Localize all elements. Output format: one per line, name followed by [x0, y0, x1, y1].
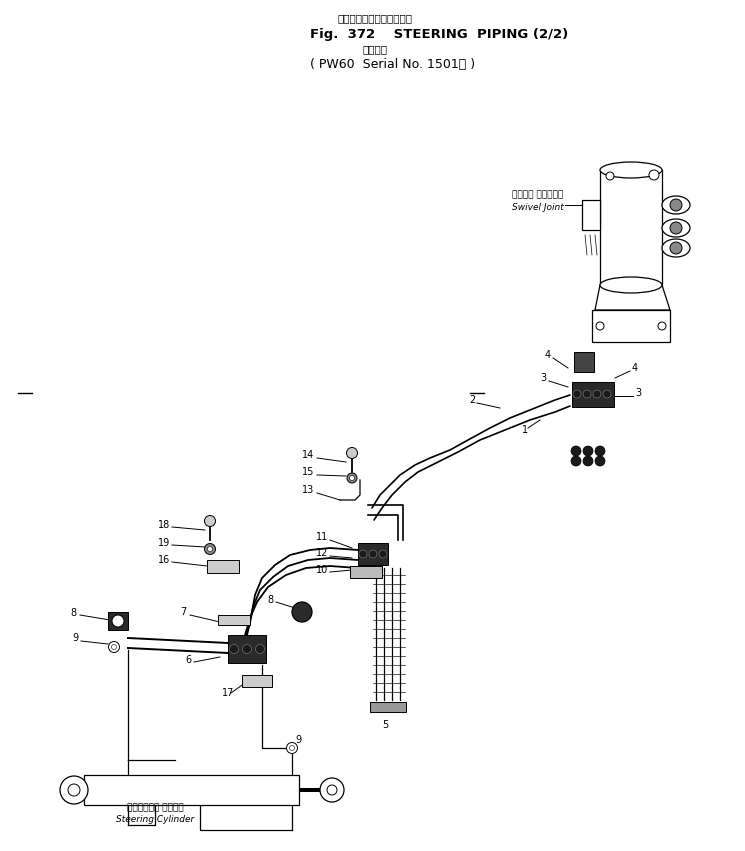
Circle shape: [583, 390, 591, 398]
FancyBboxPatch shape: [218, 615, 250, 625]
Circle shape: [359, 550, 367, 558]
Ellipse shape: [662, 219, 690, 237]
Circle shape: [292, 602, 312, 622]
Circle shape: [320, 778, 344, 802]
Ellipse shape: [662, 239, 690, 257]
Polygon shape: [595, 285, 670, 310]
Text: 16: 16: [158, 555, 170, 565]
Text: Swivel Joint: Swivel Joint: [512, 203, 564, 213]
Circle shape: [60, 776, 88, 804]
Circle shape: [583, 456, 593, 466]
Circle shape: [346, 448, 358, 459]
Text: 18: 18: [158, 520, 170, 530]
Text: 8: 8: [267, 595, 273, 605]
Ellipse shape: [600, 277, 662, 293]
Circle shape: [573, 390, 581, 398]
Text: 2: 2: [469, 395, 475, 405]
Ellipse shape: [600, 162, 662, 178]
FancyBboxPatch shape: [84, 775, 299, 805]
Circle shape: [68, 784, 80, 796]
Circle shape: [204, 516, 215, 527]
Circle shape: [287, 743, 297, 753]
Text: 3: 3: [540, 373, 546, 383]
FancyBboxPatch shape: [370, 702, 406, 712]
Text: 13: 13: [302, 485, 314, 495]
Circle shape: [658, 322, 666, 330]
Circle shape: [327, 785, 337, 795]
Circle shape: [595, 456, 605, 466]
FancyBboxPatch shape: [350, 566, 382, 578]
FancyBboxPatch shape: [108, 612, 128, 630]
Text: 19: 19: [158, 538, 170, 548]
Circle shape: [349, 476, 355, 481]
Circle shape: [593, 390, 601, 398]
Circle shape: [290, 745, 294, 751]
Circle shape: [583, 446, 593, 456]
Text: 14: 14: [302, 450, 314, 460]
Circle shape: [243, 644, 252, 654]
Circle shape: [369, 550, 377, 558]
FancyBboxPatch shape: [242, 675, 272, 687]
Circle shape: [670, 199, 682, 211]
Text: 15: 15: [302, 467, 314, 477]
Text: 3: 3: [635, 388, 641, 398]
Circle shape: [379, 550, 387, 558]
Circle shape: [603, 390, 611, 398]
Circle shape: [670, 222, 682, 234]
Circle shape: [229, 644, 238, 654]
Ellipse shape: [662, 196, 690, 214]
Text: スイベル ジェイント: スイベル ジェイント: [512, 191, 563, 199]
Circle shape: [571, 456, 581, 466]
Text: ステアリング　パイピング: ステアリング パイピング: [337, 13, 413, 23]
Circle shape: [595, 446, 605, 456]
Text: 1: 1: [522, 425, 528, 435]
Text: 5: 5: [382, 720, 388, 730]
Circle shape: [571, 446, 581, 456]
Text: 11: 11: [316, 532, 328, 542]
Text: ( PW60  Serial No. 1501～ ): ( PW60 Serial No. 1501～ ): [310, 58, 475, 71]
Circle shape: [606, 172, 614, 180]
Circle shape: [204, 544, 215, 555]
Text: 4: 4: [632, 363, 638, 373]
Text: 8: 8: [70, 608, 76, 618]
Text: 12: 12: [316, 548, 329, 558]
FancyBboxPatch shape: [574, 352, 594, 372]
Text: 17: 17: [222, 688, 235, 698]
Text: 適用号機: 適用号機: [363, 44, 387, 54]
Circle shape: [109, 642, 119, 653]
Text: Fig.  372    STEERING  PIPING (2/2): Fig. 372 STEERING PIPING (2/2): [310, 28, 568, 41]
Text: 6: 6: [185, 655, 191, 665]
Circle shape: [208, 546, 212, 551]
FancyBboxPatch shape: [572, 382, 614, 407]
Circle shape: [347, 473, 357, 483]
Circle shape: [112, 644, 116, 649]
Text: Steering Cylinder: Steering Cylinder: [116, 815, 194, 825]
FancyBboxPatch shape: [207, 560, 239, 573]
Text: 4: 4: [545, 350, 551, 360]
Circle shape: [670, 242, 682, 254]
Circle shape: [649, 170, 659, 180]
FancyBboxPatch shape: [358, 543, 388, 565]
Text: 9: 9: [72, 633, 78, 643]
FancyBboxPatch shape: [228, 635, 266, 663]
Text: 10: 10: [316, 565, 328, 575]
Text: ステアリング シリンダ: ステアリング シリンダ: [127, 803, 183, 813]
FancyBboxPatch shape: [592, 310, 670, 342]
Text: 9: 9: [295, 735, 301, 745]
FancyBboxPatch shape: [582, 200, 600, 230]
Circle shape: [112, 615, 124, 627]
Text: 7: 7: [180, 607, 186, 617]
Circle shape: [256, 644, 264, 654]
Circle shape: [596, 322, 604, 330]
